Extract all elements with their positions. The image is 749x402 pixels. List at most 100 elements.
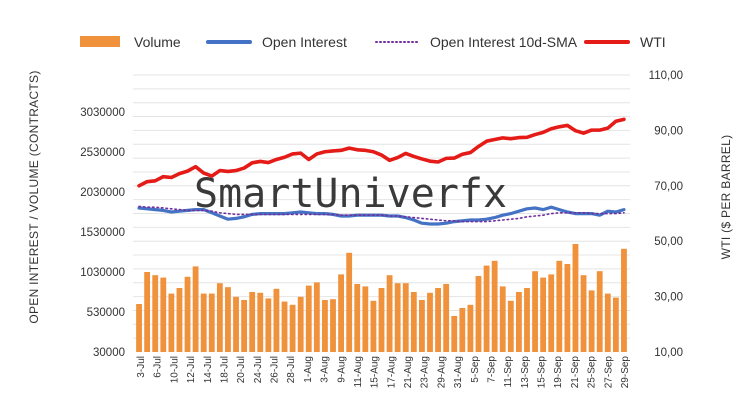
x-tick-label: 10-Jul xyxy=(169,356,180,383)
x-tick-label: 3-Jul xyxy=(136,356,147,378)
volume-bar xyxy=(499,286,506,352)
x-tick-label: 9-Aug xyxy=(336,356,347,383)
volume-bar xyxy=(435,288,441,352)
volume-bar xyxy=(419,300,425,352)
watermark-text: SmartUniverfx xyxy=(194,171,507,217)
volume-bar xyxy=(257,292,264,352)
volume-bar xyxy=(604,293,611,352)
volume-bar xyxy=(225,287,231,352)
volume-bar xyxy=(475,276,482,352)
volume-bar xyxy=(507,300,514,352)
volume-bar xyxy=(354,284,361,352)
right-tick-label: 50,00 xyxy=(654,236,683,248)
x-tick-label: 28-Jul xyxy=(286,356,297,383)
x-tick-label: 17-Aug xyxy=(386,356,397,388)
legend: Volume Open Interest Open Interest 10d-SMA… xyxy=(80,34,666,50)
volume-bar xyxy=(410,292,417,352)
volume-bar xyxy=(370,300,377,352)
volume-bar xyxy=(443,284,450,352)
x-tick-label: 15-Aug xyxy=(370,356,381,388)
volume-bar xyxy=(160,277,167,352)
legend-label-open-interest-10d-sma: Open Interest 10d-SMA xyxy=(430,34,578,50)
volume-bar xyxy=(427,292,433,352)
volume-bar xyxy=(297,296,304,352)
volume-bar xyxy=(346,252,353,352)
volume-bar xyxy=(233,296,239,352)
volume-bar xyxy=(378,288,385,352)
volume-bar xyxy=(451,316,458,352)
volume-bar xyxy=(144,272,151,352)
x-tick-label: 29-Aug xyxy=(436,356,447,388)
x-tick-label: 23-Aug xyxy=(420,356,431,388)
x-tick-label: 15-Sep xyxy=(537,356,548,389)
x-tick-label: 1-Aug xyxy=(303,356,314,383)
volume-bar xyxy=(467,304,474,352)
left-tick-label: 1030000 xyxy=(80,267,125,279)
volume-bar xyxy=(402,283,409,352)
x-tick-label: 7-Sep xyxy=(487,356,498,383)
right-tick-label: 90,00 xyxy=(654,125,683,137)
volume-bar xyxy=(491,260,498,352)
right-axis-ticks: 110,00 90,00 70,00 50,00 30,00 10,00 xyxy=(649,70,683,359)
x-tick-label: 6-Jul xyxy=(153,356,164,378)
volume-bar xyxy=(208,293,215,352)
right-axis-title: WTI ($ PER BARREL) xyxy=(719,135,733,260)
right-tick-label: 10,00 xyxy=(654,347,683,359)
volume-bar xyxy=(330,299,336,352)
x-tick-label: 31-Aug xyxy=(453,356,464,388)
volume-bar xyxy=(176,288,183,352)
x-tick-label: 13-Sep xyxy=(520,356,531,389)
x-tick-label: 29-Sep xyxy=(620,356,631,389)
volume-bar xyxy=(338,274,344,352)
volume-bar xyxy=(265,298,272,352)
volume-bar xyxy=(241,300,248,352)
volume-bar xyxy=(281,301,288,352)
left-tick-label: 3030000 xyxy=(80,107,125,119)
left-tick-label: 2530000 xyxy=(80,147,125,159)
legend-label-wti: WTI xyxy=(640,34,666,50)
x-tick-label: 5-Sep xyxy=(470,356,481,383)
volume-bar xyxy=(524,288,530,352)
volume-bar xyxy=(532,271,538,352)
left-tick-label: 2030000 xyxy=(80,187,125,199)
volume-bars xyxy=(136,244,627,352)
volume-bar xyxy=(483,265,490,352)
volume-bar xyxy=(580,275,587,352)
volume-bar xyxy=(394,283,401,352)
left-tick-label: 1530000 xyxy=(80,227,125,239)
volume-bar xyxy=(572,244,579,352)
volume-bar xyxy=(621,248,627,352)
volume-bar xyxy=(273,288,280,352)
x-tick-label: 3-Aug xyxy=(320,356,331,383)
x-tick-label: 25-Sep xyxy=(587,356,598,389)
left-axis-title: OPEN INTEREST / VOLUME (CONTRACTS) xyxy=(27,70,41,323)
volume-bar xyxy=(386,275,393,352)
x-tick-label: 18-Jul xyxy=(219,356,230,383)
x-tick-label: 11-Sep xyxy=(503,356,514,388)
x-tick-label: 19-Sep xyxy=(553,356,564,389)
open-interest-sma-line xyxy=(138,205,625,223)
volume-bar xyxy=(459,308,466,352)
volume-bar xyxy=(588,290,595,352)
x-tick-label: 21-Sep xyxy=(570,356,581,389)
volume-bar xyxy=(136,304,142,352)
volume-bar xyxy=(249,292,256,352)
x-axis-ticks: 3-Jul 6-Jul 10-Jul 12-Jul 14-Jul 18-Jul 20-Jul… xyxy=(136,356,631,389)
left-tick-label: 30000 xyxy=(93,347,125,359)
right-tick-label: 70,00 xyxy=(654,181,683,193)
gridlines xyxy=(133,74,630,339)
volume-bar xyxy=(168,293,175,352)
legend-label-volume: Volume xyxy=(134,34,181,50)
left-tick-label: 530000 xyxy=(87,307,125,319)
wti-line xyxy=(137,117,626,188)
volume-bar xyxy=(216,283,223,352)
volume-bar xyxy=(564,264,571,352)
volume-bar xyxy=(540,277,547,352)
legend-label-open-interest: Open Interest xyxy=(262,34,347,50)
x-tick-label: 11-Aug xyxy=(353,356,364,388)
x-tick-label: 26-Jul xyxy=(270,356,281,383)
volume-bar xyxy=(200,293,207,352)
x-tick-label: 21-Aug xyxy=(403,356,414,388)
right-tick-label: 30,00 xyxy=(654,292,683,304)
